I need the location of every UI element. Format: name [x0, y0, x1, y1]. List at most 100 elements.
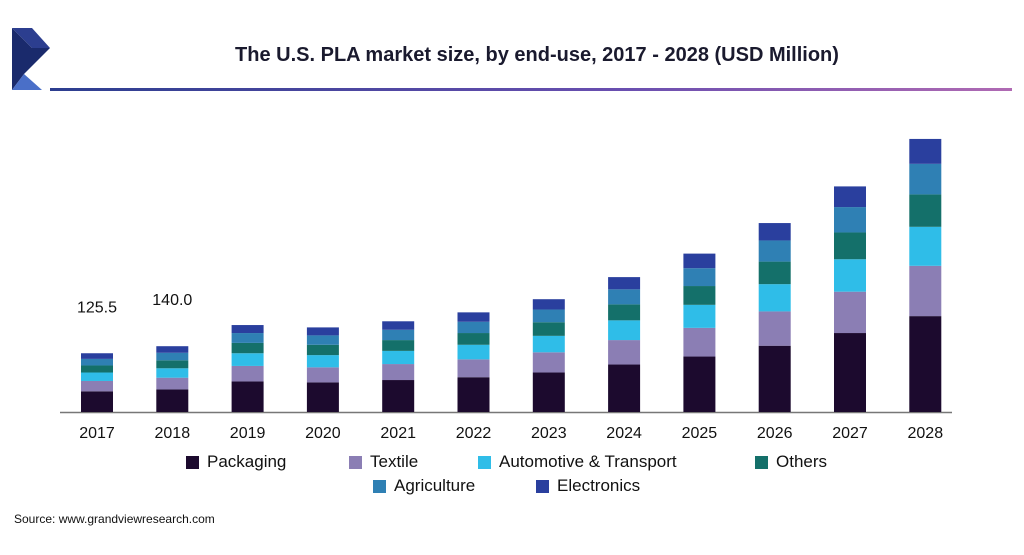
bar-segment	[382, 329, 415, 341]
bar-segment	[834, 291, 866, 334]
legend-label: Textile	[370, 452, 419, 471]
bar-segment	[81, 391, 113, 412]
grand-view-research-logo	[12, 28, 50, 90]
legend-label: Others	[776, 452, 828, 471]
legend-label: Agriculture	[394, 476, 476, 495]
legend-label: Automotive & Transport	[499, 452, 677, 471]
bar-segment	[306, 327, 339, 336]
header-divider	[50, 88, 1012, 91]
bar-segment	[156, 352, 189, 361]
x-tick-label: 2019	[230, 425, 266, 442]
bar-segment	[457, 377, 490, 412]
bar-segment	[156, 389, 189, 412]
bar-segment	[758, 240, 791, 262]
bar-segment	[834, 259, 866, 292]
legend-item: Others	[755, 452, 827, 472]
bar-segment	[457, 312, 490, 322]
bar-segment	[457, 333, 490, 345]
bar-segment	[758, 284, 791, 312]
bar-segment	[231, 353, 264, 366]
bar-segment	[81, 365, 113, 373]
legend-label: Electronics	[557, 476, 641, 495]
source-note: Source: www.grandviewresearch.com	[14, 512, 215, 526]
x-tick-label: 2027	[832, 425, 868, 442]
bar-segment	[81, 353, 113, 359]
chart-legend: Packaging Textile Automotive & Transport Ot…	[0, 452, 1024, 504]
bar-segment	[532, 335, 565, 353]
bar-segment	[306, 335, 339, 345]
legend-swatch	[478, 455, 491, 469]
bar-segment	[231, 333, 264, 343]
bar-segment	[909, 163, 942, 195]
chart-header: The U.S. PLA market size, by end-use, 20…	[0, 0, 1024, 92]
data-label: 140.0	[152, 292, 192, 309]
x-tick-label: 2021	[380, 425, 416, 442]
legend-item: Electronics	[536, 476, 640, 496]
bar-segment	[156, 346, 189, 353]
bar-segment	[758, 261, 791, 285]
legend-item: Textile	[349, 452, 418, 472]
bar-segment	[382, 380, 415, 412]
bar-segment	[457, 344, 490, 360]
bar-segment	[306, 382, 339, 412]
bar-segment	[608, 304, 641, 321]
bar-segment	[81, 358, 113, 366]
bar-segment	[457, 359, 490, 378]
bar-segment	[382, 340, 415, 351]
bar-segment	[532, 372, 565, 412]
bar-segment	[683, 253, 716, 269]
legend-swatch	[349, 455, 362, 469]
bar-segment	[532, 309, 565, 323]
x-tick-label: 2025	[682, 425, 718, 442]
bar-segment	[231, 325, 264, 334]
bar-segment	[231, 342, 264, 354]
legend-label: Packaging	[207, 452, 287, 471]
bar-segment	[834, 232, 866, 260]
bar-segment	[683, 356, 716, 412]
bar-segment	[608, 320, 641, 341]
bar-segment	[156, 368, 189, 378]
x-tick-label: 2028	[908, 425, 944, 442]
bar-segment	[306, 355, 339, 368]
bar-segment	[834, 186, 866, 208]
bar-segment	[156, 360, 189, 369]
legend-item: Packaging	[186, 452, 286, 472]
bar-segment	[758, 345, 791, 412]
bar-segment	[909, 138, 942, 164]
bar-segment	[608, 277, 641, 290]
bar-segment	[231, 365, 264, 382]
chart-title: The U.S. PLA market size, by end-use, 20…	[235, 44, 839, 66]
legend-swatch	[536, 479, 549, 493]
legend-item: Agriculture	[373, 476, 475, 496]
bar-segment	[306, 344, 339, 356]
legend-swatch	[373, 479, 386, 493]
x-tick-label: 2020	[305, 425, 341, 442]
bar-segment	[532, 299, 565, 310]
bar-segment	[683, 327, 716, 357]
bar-segment	[608, 364, 641, 412]
bar-segment	[532, 322, 565, 336]
bar-segment	[382, 350, 415, 365]
bar-segment	[608, 289, 641, 305]
bar-segment	[156, 377, 189, 390]
bar-segment	[909, 316, 942, 412]
bar-segment	[758, 223, 791, 241]
legend-swatch	[186, 455, 199, 469]
bar-segment	[683, 286, 716, 305]
bar-segment	[683, 304, 716, 328]
bar-segment	[909, 265, 942, 317]
data-label: 125.5	[77, 299, 117, 316]
bar-segment	[457, 321, 490, 334]
bar-segment	[608, 340, 641, 365]
bar-segment	[231, 381, 264, 412]
bar-segment	[909, 194, 942, 227]
bar-segment	[382, 364, 415, 381]
x-tick-label: 2018	[155, 425, 191, 442]
bar-segment	[834, 207, 866, 233]
bar-segment	[81, 372, 113, 381]
x-tick-label: 2023	[531, 425, 567, 442]
legend-swatch	[755, 455, 768, 469]
bar-segment	[306, 367, 339, 383]
bar-segment	[834, 333, 866, 412]
bar-segment	[909, 226, 942, 266]
